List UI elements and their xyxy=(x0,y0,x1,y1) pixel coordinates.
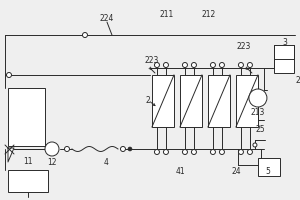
Circle shape xyxy=(154,63,160,68)
Text: 2: 2 xyxy=(146,96,150,105)
Circle shape xyxy=(219,63,224,68)
Text: 2: 2 xyxy=(296,76,300,85)
Text: 5: 5 xyxy=(266,167,270,176)
Circle shape xyxy=(210,63,215,68)
Circle shape xyxy=(249,89,267,107)
Text: 12: 12 xyxy=(47,158,57,167)
Text: 25: 25 xyxy=(255,125,265,134)
Circle shape xyxy=(182,63,188,68)
Circle shape xyxy=(248,149,252,154)
Circle shape xyxy=(82,33,88,38)
Text: 211: 211 xyxy=(160,10,174,19)
Text: 3: 3 xyxy=(283,38,287,47)
Text: 41: 41 xyxy=(175,167,185,176)
Circle shape xyxy=(191,63,196,68)
Bar xyxy=(180,75,202,127)
Text: 11: 11 xyxy=(23,157,33,166)
Circle shape xyxy=(182,149,188,154)
Circle shape xyxy=(219,149,224,154)
Bar xyxy=(208,75,230,127)
Bar xyxy=(274,45,294,73)
Circle shape xyxy=(191,149,196,154)
Circle shape xyxy=(164,63,169,68)
Circle shape xyxy=(248,63,252,68)
Bar xyxy=(258,158,280,176)
Bar xyxy=(8,170,48,192)
Bar xyxy=(236,75,258,127)
Circle shape xyxy=(253,143,257,147)
Text: 223: 223 xyxy=(237,42,251,51)
Circle shape xyxy=(64,146,70,151)
Circle shape xyxy=(7,73,11,78)
Circle shape xyxy=(164,149,169,154)
Text: 223: 223 xyxy=(145,56,159,65)
Text: 4: 4 xyxy=(103,158,108,167)
Circle shape xyxy=(238,149,243,154)
Text: 212: 212 xyxy=(202,10,216,19)
Text: 224: 224 xyxy=(100,14,114,23)
Bar xyxy=(8,88,45,146)
Bar xyxy=(152,75,174,127)
Circle shape xyxy=(128,147,132,151)
Circle shape xyxy=(238,63,243,68)
Circle shape xyxy=(154,149,160,154)
Text: 213: 213 xyxy=(251,108,265,117)
Polygon shape xyxy=(8,148,14,162)
Circle shape xyxy=(45,142,59,156)
Circle shape xyxy=(210,149,215,154)
Circle shape xyxy=(121,146,125,151)
Text: 24: 24 xyxy=(231,167,241,176)
